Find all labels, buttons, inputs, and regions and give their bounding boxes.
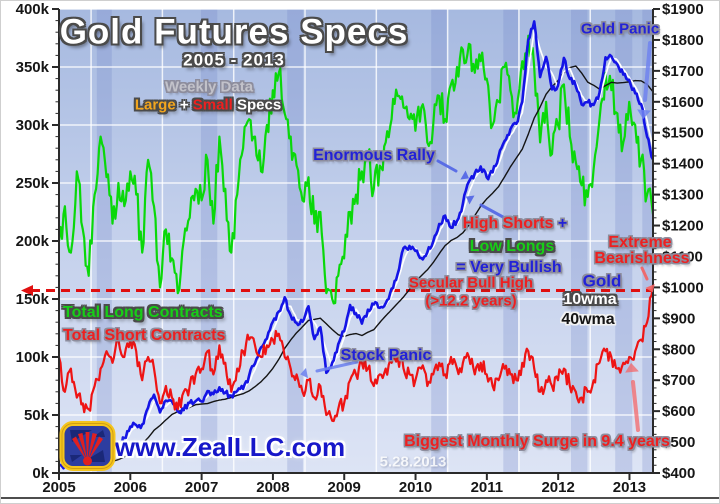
- note-large: Large: [134, 96, 176, 114]
- page-subtitle: 2005 - 2013: [183, 50, 285, 70]
- svg-text:$1400: $1400: [662, 156, 704, 173]
- svg-text:2013: 2013: [613, 479, 646, 496]
- note-specs-word: Specs: [236, 96, 282, 114]
- annotation-gold-panic: Gold Panic: [580, 20, 660, 38]
- annotation-extreme-bearishness-line2: Bearishness: [594, 250, 690, 267]
- legend-gold: Gold: [582, 271, 622, 291]
- annotation-stock-panic: Stock Panic: [340, 347, 432, 364]
- svg-text:2012: 2012: [541, 479, 574, 496]
- svg-text:400k: 400k: [16, 1, 50, 18]
- svg-text:350k: 350k: [16, 59, 50, 76]
- svg-text:2010: 2010: [399, 479, 432, 496]
- annotation-extreme-bearishness-line1: Extreme: [608, 234, 672, 251]
- svg-text:$1500: $1500: [662, 125, 704, 142]
- svg-text:250k: 250k: [16, 175, 50, 192]
- legend-40wma: 40wma: [561, 311, 615, 328]
- zeal-logo-icon: [59, 421, 116, 471]
- svg-text:$1200: $1200: [662, 218, 704, 235]
- page-title: Gold Futures Specs: [59, 12, 409, 52]
- svg-text:150k: 150k: [16, 291, 50, 308]
- note-plus-sign: +: [179, 96, 189, 114]
- legend-10wma: 10wma: [563, 291, 617, 308]
- svg-text:$1800: $1800: [662, 32, 704, 49]
- annotation-high-shorts: High Shorts +: [462, 215, 568, 232]
- svg-text:$1600: $1600: [662, 94, 704, 111]
- date-watermark: 5.28.2013: [379, 453, 447, 471]
- svg-text:2005: 2005: [42, 479, 75, 496]
- svg-text:300k: 300k: [16, 117, 50, 134]
- svg-text:$900: $900: [662, 310, 695, 327]
- svg-text:$1000: $1000: [662, 279, 704, 296]
- svg-text:2006: 2006: [114, 479, 147, 496]
- legend-total-long-contracts: Total Long Contracts: [63, 304, 223, 321]
- svg-text:$1900: $1900: [662, 1, 704, 18]
- svg-text:$700: $700: [662, 372, 695, 389]
- annotation-enormous-rally: Enormous Rally: [313, 147, 435, 164]
- annotation-secular-bull-high-line2: (>12.2 years): [425, 292, 517, 310]
- note-small: Small: [192, 96, 233, 114]
- svg-text:$1300: $1300: [662, 187, 704, 204]
- annotation-very-bullish: = Very Bullish: [456, 259, 562, 276]
- legend-total-short-contracts: Total Short Contracts: [63, 327, 226, 344]
- annotation-low-longs: Low Longs: [469, 238, 555, 255]
- svg-text:$500: $500: [662, 434, 695, 451]
- annotation-biggest-monthly-surge: Biggest Monthly Surge in 9.4 years: [404, 433, 670, 450]
- svg-text:100k: 100k: [16, 349, 50, 366]
- svg-text:0k: 0k: [32, 465, 49, 482]
- svg-text:$1700: $1700: [662, 63, 704, 80]
- website-link[interactable]: www.ZealLLC.com: [114, 432, 346, 462]
- svg-text:2011: 2011: [471, 479, 504, 496]
- svg-text:$400: $400: [662, 465, 695, 482]
- plus-sign: +: [557, 215, 568, 232]
- annotation-secular-bull-high-line1: Secular Bull High: [408, 274, 534, 292]
- svg-text:$1100: $1100: [662, 248, 703, 265]
- svg-text:$600: $600: [662, 403, 695, 420]
- note-weekly-data: Weekly Data: [164, 78, 254, 96]
- note-large-small-specs: Large + Small Specs: [135, 98, 281, 113]
- svg-text:200k: 200k: [16, 233, 50, 250]
- svg-text:2008: 2008: [256, 479, 289, 496]
- svg-text:$800: $800: [662, 341, 695, 358]
- svg-text:50k: 50k: [24, 407, 50, 424]
- svg-text:2009: 2009: [328, 479, 361, 496]
- window-bottom-edge: [1, 497, 719, 499]
- svg-text:2007: 2007: [185, 479, 218, 496]
